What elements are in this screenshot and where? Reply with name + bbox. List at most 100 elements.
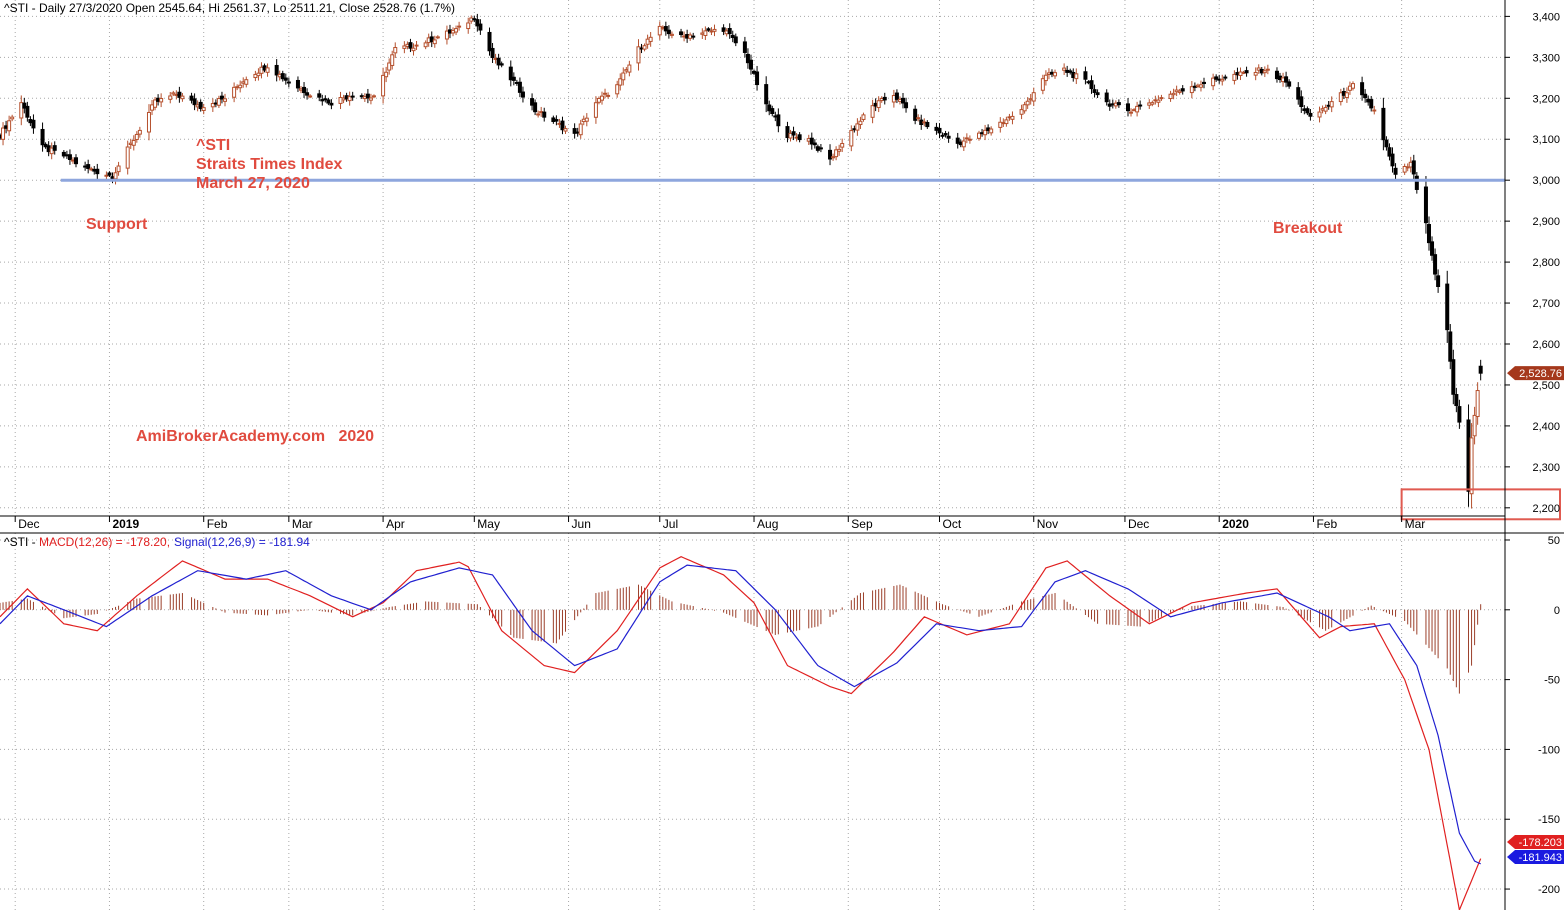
breakout-low-highlight	[1400, 488, 1561, 521]
candle-body	[86, 164, 91, 169]
candle-body	[1317, 111, 1322, 118]
candle-body	[1138, 104, 1143, 107]
macd-header: ^STI - MACD(12,26) = -178.20, Signal(12,2…	[4, 535, 310, 549]
price-tick-label: 2,200	[1532, 503, 1560, 515]
candle-body	[1369, 99, 1374, 109]
candle-body	[913, 108, 918, 121]
candle-body	[840, 143, 845, 148]
candle-body	[40, 128, 45, 146]
macd-tick-label: -50	[1544, 675, 1560, 687]
candle-body	[1095, 92, 1100, 96]
signal-value-tag-label: -181.943	[1519, 852, 1562, 864]
candle-body	[666, 29, 671, 35]
candle-body	[955, 137, 960, 144]
candle-body	[31, 119, 36, 129]
candle-body	[1025, 100, 1030, 106]
candle-body	[390, 54, 395, 66]
candle-body	[578, 123, 583, 136]
candle-body	[201, 107, 206, 111]
candle-body	[1472, 414, 1477, 437]
candle-body	[812, 142, 817, 146]
candle-body	[457, 25, 462, 28]
macd-tick-label: 50	[1548, 535, 1560, 547]
candle-body	[882, 96, 887, 101]
candle-body	[1232, 73, 1237, 81]
candle-body	[977, 132, 982, 139]
candle-body	[168, 95, 173, 100]
candle-body	[1393, 167, 1398, 175]
candle-body	[22, 102, 27, 109]
candle-body	[572, 128, 577, 134]
candle-body	[876, 100, 881, 109]
candle-body	[308, 95, 313, 98]
candle-body	[52, 145, 57, 151]
candle-body	[1363, 93, 1368, 99]
candle-body	[563, 128, 568, 132]
candle-body	[1414, 175, 1419, 190]
candle-body	[1284, 76, 1289, 83]
candle-body	[116, 165, 121, 173]
price-tick-label: 2,600	[1532, 339, 1560, 351]
candle-body	[1305, 108, 1310, 114]
candle-body	[1323, 107, 1328, 112]
candle-body	[663, 26, 668, 32]
candle-body	[302, 86, 307, 94]
last-price-tag-shape	[1507, 366, 1564, 381]
candle-body	[171, 92, 176, 95]
candle-body	[244, 79, 249, 85]
month-label: May	[477, 517, 500, 531]
candle-body	[940, 134, 945, 137]
candle-body	[791, 131, 796, 136]
candle-body	[286, 81, 291, 84]
macd-header-signal: Signal(12,26,9) = -181.94	[174, 535, 310, 549]
candle-body	[1211, 77, 1216, 87]
candle-body	[530, 98, 535, 106]
candle-body	[1430, 241, 1435, 256]
candle-body	[1360, 82, 1365, 96]
candle-body	[755, 71, 760, 86]
candle-body	[1040, 78, 1045, 91]
month-label: Apr	[386, 517, 405, 531]
month-label: Jul	[663, 517, 678, 531]
month-label: Nov	[1037, 517, 1058, 531]
candle-body	[265, 67, 270, 73]
candle-body	[365, 93, 370, 99]
month-label: Aug	[757, 517, 778, 531]
candle-body	[1436, 275, 1441, 288]
macd-gridlines	[0, 533, 1505, 910]
candle-body	[712, 28, 717, 32]
candle-body	[1189, 86, 1194, 94]
candle-body	[61, 151, 66, 157]
candle-body	[788, 132, 793, 139]
candle-body	[1448, 331, 1453, 362]
candle-body	[192, 98, 197, 106]
candle-body	[916, 117, 921, 120]
price-candles	[0, 13, 1483, 509]
annotation-title-date: March 27, 2020	[196, 175, 310, 192]
price-tick-label: 3,400	[1532, 11, 1560, 23]
candle-body	[901, 97, 905, 104]
price-tick-label: 2,300	[1532, 462, 1560, 474]
candle-body	[1116, 102, 1121, 106]
month-label: Dec	[18, 517, 39, 531]
candle-body	[703, 30, 708, 36]
candle-body	[1402, 165, 1407, 173]
candle-body	[280, 73, 285, 80]
macd-lines	[0, 556, 1482, 910]
candle-body	[828, 149, 833, 160]
candle-body	[466, 22, 471, 30]
candle-body	[721, 27, 726, 32]
last-price-tag: 2,528.76	[1507, 366, 1564, 381]
candle-body	[113, 172, 118, 180]
candle-body	[831, 156, 836, 159]
candle-body	[904, 102, 909, 109]
candle-body	[606, 94, 611, 97]
candle-body	[584, 117, 589, 122]
candle-body	[834, 149, 839, 158]
candle-body	[1469, 437, 1474, 495]
candle-body	[125, 146, 130, 169]
candle-body	[1, 127, 6, 140]
candle-body	[1475, 390, 1480, 417]
annotation-title-symbol: ^STI	[196, 137, 230, 154]
candle-body	[475, 19, 480, 27]
